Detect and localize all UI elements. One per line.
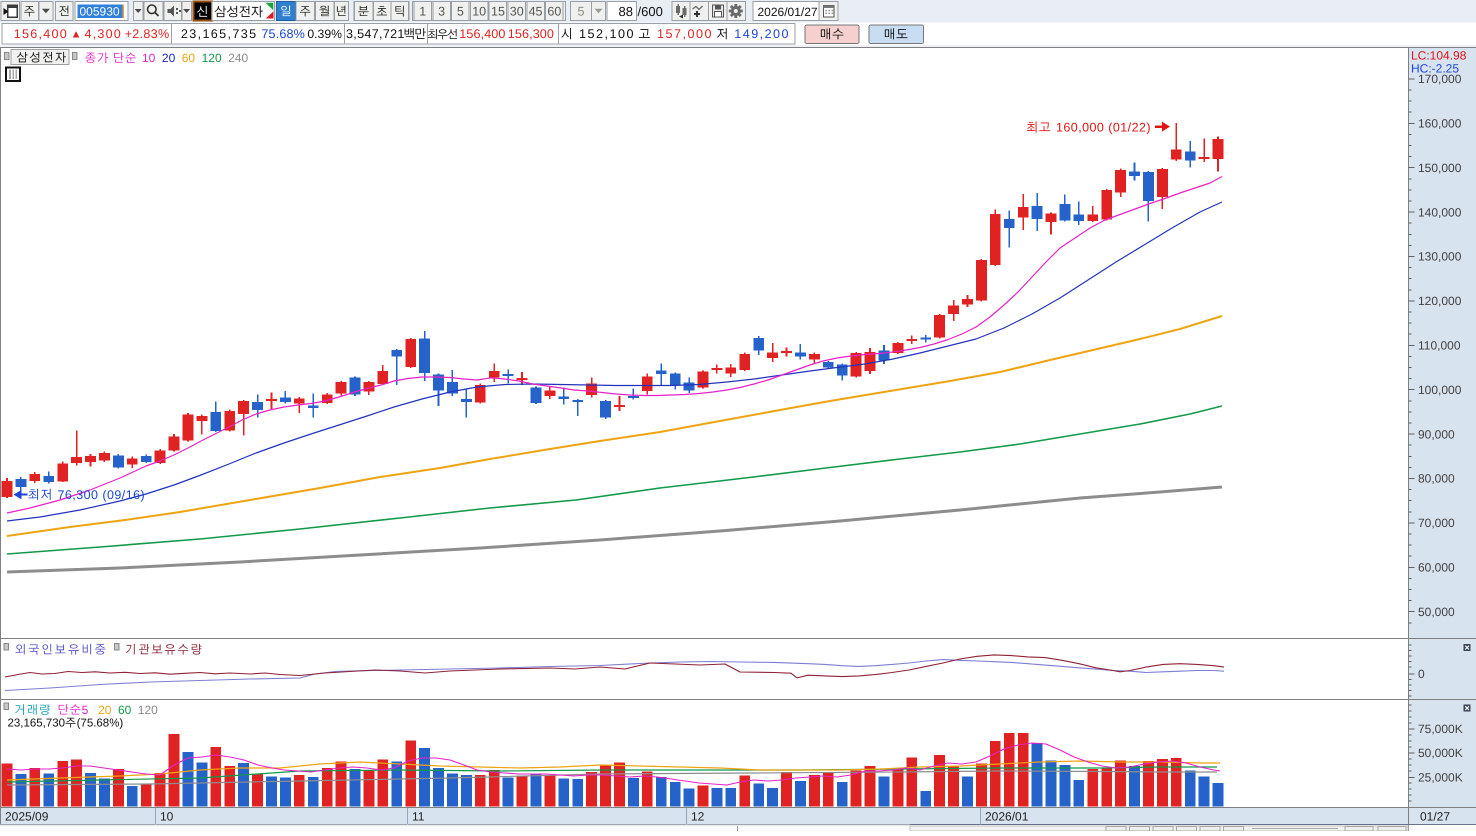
svg-text:11: 11 [412, 810, 425, 824]
svg-text:70,000: 70,000 [1418, 516, 1455, 530]
svg-text:(75.68%): (75.68%) [77, 718, 124, 730]
svg-text:76,300 (09/16): 76,300 (09/16) [58, 488, 146, 502]
svg-text:152,100: 152,100 [579, 27, 635, 41]
svg-text:50,000: 50,000 [1418, 605, 1455, 619]
svg-text:10: 10 [142, 51, 156, 65]
svg-text:240: 240 [228, 51, 248, 65]
svg-text:5: 5 [457, 5, 464, 19]
svg-text:50,000K: 50,000K [1418, 746, 1463, 760]
svg-text:23,165,735: 23,165,735 [181, 27, 258, 41]
svg-text:157,000: 157,000 [657, 27, 713, 41]
svg-text:3: 3 [438, 5, 445, 19]
svg-text:2025/09: 2025/09 [5, 810, 49, 824]
svg-text:90,000: 90,000 [1418, 427, 1455, 441]
svg-text:2026/01/27: 2026/01/27 [758, 5, 818, 19]
svg-text:160,000: 160,000 [1418, 117, 1462, 131]
svg-text:45: 45 [529, 5, 543, 19]
svg-text:75.68%: 75.68% [261, 27, 305, 41]
svg-text:120: 120 [202, 51, 222, 65]
svg-text:LC:104.98: LC:104.98 [1411, 49, 1467, 63]
svg-text:23,165,730: 23,165,730 [8, 718, 66, 730]
svg-text:5: 5 [82, 703, 89, 717]
svg-text:+2.83%: +2.83% [125, 27, 170, 41]
svg-text:10: 10 [160, 810, 174, 824]
svg-text:30: 30 [510, 5, 524, 19]
svg-text:2026/01: 2026/01 [985, 810, 1029, 824]
svg-text:170,000: 170,000 [1418, 72, 1462, 86]
svg-text:60: 60 [182, 51, 196, 65]
svg-text:/600: /600 [638, 4, 663, 19]
svg-text:100,000: 100,000 [1418, 383, 1462, 397]
svg-text:60: 60 [118, 703, 132, 717]
svg-text:12: 12 [691, 810, 705, 824]
svg-text:20: 20 [162, 51, 176, 65]
svg-text:▲: ▲ [71, 29, 82, 41]
svg-text:80,000: 80,000 [1418, 472, 1455, 486]
svg-text:3,547,721: 3,547,721 [346, 27, 405, 41]
svg-text:140,000: 140,000 [1418, 205, 1462, 219]
svg-text:15: 15 [491, 5, 505, 19]
svg-text:20: 20 [98, 703, 112, 717]
svg-text:60,000: 60,000 [1418, 561, 1455, 575]
svg-text:120,000: 120,000 [1418, 294, 1462, 308]
svg-text:160,000 (01/22): 160,000 (01/22) [1056, 121, 1151, 135]
svg-text:1: 1 [419, 5, 426, 19]
svg-text:60: 60 [547, 5, 561, 19]
svg-text:5: 5 [578, 5, 585, 19]
svg-text:10: 10 [472, 5, 486, 19]
svg-text:0: 0 [1418, 667, 1425, 681]
svg-text:156,400: 156,400 [14, 27, 68, 41]
svg-text:01/27: 01/27 [1420, 810, 1450, 824]
svg-text:0.39%: 0.39% [307, 27, 342, 41]
svg-text:75,000K: 75,000K [1418, 722, 1463, 736]
svg-text:110,000: 110,000 [1418, 339, 1461, 353]
svg-text:120: 120 [138, 703, 158, 717]
svg-text:156,400: 156,400 [459, 27, 505, 41]
svg-text:150,000: 150,000 [1418, 161, 1462, 175]
svg-text:156,300: 156,300 [508, 27, 554, 41]
svg-text:88: 88 [619, 4, 633, 19]
svg-text:149,200: 149,200 [734, 27, 790, 41]
svg-text:130,000: 130,000 [1418, 250, 1462, 264]
svg-text:25,000K: 25,000K [1418, 771, 1463, 785]
svg-text:4,300: 4,300 [85, 27, 123, 41]
svg-text:005930: 005930 [80, 4, 120, 18]
